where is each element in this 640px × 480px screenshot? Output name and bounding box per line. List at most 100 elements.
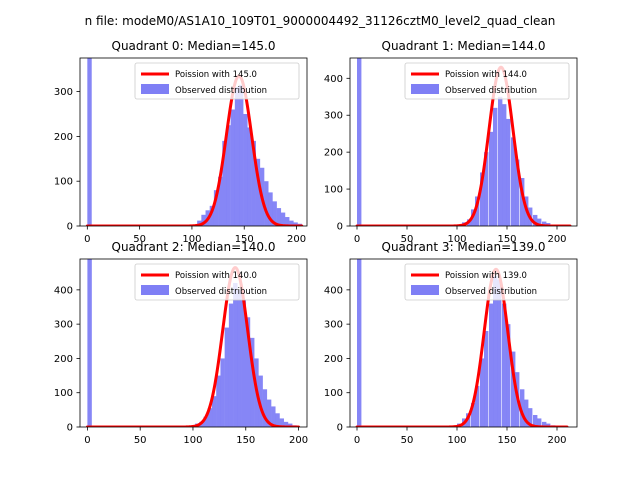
legend-label-fit: Poission with 144.0 bbox=[445, 70, 527, 80]
histogram-bar bbox=[506, 324, 511, 427]
histogram-bar bbox=[241, 300, 246, 427]
histogram-bar bbox=[247, 127, 252, 226]
x-tick-label: 200 bbox=[547, 435, 566, 446]
legend-bar-swatch bbox=[141, 285, 169, 295]
x-tick-label: 100 bbox=[447, 435, 466, 446]
axes-frame bbox=[349, 258, 578, 428]
histogram-bar bbox=[203, 416, 208, 427]
histogram-bar bbox=[87, 58, 92, 226]
histogram-bar bbox=[537, 218, 542, 226]
subplot-quadrant-1: 0 100 200 300 400 0 50 100 150 200 Quadrant 1: Med… bbox=[324, 39, 578, 245]
axes-frame bbox=[79, 57, 308, 227]
histogram-bar bbox=[489, 303, 494, 427]
legend-label-observed: Observed distribution bbox=[445, 287, 537, 297]
histogram-bar bbox=[87, 259, 92, 427]
histogram-bar bbox=[480, 172, 485, 226]
y-tick-label: 100 bbox=[54, 388, 73, 399]
histogram-bar bbox=[357, 58, 362, 226]
plot-area bbox=[355, 58, 572, 226]
histogram-bar bbox=[211, 396, 217, 427]
x-tick-label: 150 bbox=[235, 234, 254, 245]
y-tick-label: 100 bbox=[54, 177, 73, 188]
histogram-bar bbox=[489, 131, 494, 226]
legend-box bbox=[404, 62, 570, 100]
histogram-bar bbox=[493, 107, 498, 226]
y-tick-label: 0 bbox=[337, 222, 343, 233]
histogram-bar bbox=[207, 408, 213, 427]
x-tick-label: 50 bbox=[134, 435, 147, 446]
y-tick-label: 200 bbox=[54, 354, 73, 365]
x-tick-label: 0 bbox=[354, 435, 360, 446]
histogram-bar bbox=[511, 137, 516, 226]
x-tick-label: 200 bbox=[547, 234, 566, 245]
legend: Poission with 144.0 Observed distribution bbox=[404, 62, 570, 100]
histogram-bar bbox=[234, 87, 240, 226]
histogram-bar bbox=[255, 158, 261, 226]
histogram-bar bbox=[357, 259, 362, 427]
histogram-bar bbox=[502, 104, 507, 226]
x-tick-label: 0 bbox=[354, 234, 360, 245]
histogram-bar bbox=[239, 84, 244, 226]
histogram-bar bbox=[197, 220, 202, 226]
subplot-title: Quadrant 0: Median=145.0 bbox=[112, 39, 276, 53]
y-tick-label: 400 bbox=[324, 74, 343, 85]
subplot-quadrant-2: 0 100 200 300 400 0 50 100 150 200 Quadrant 2: Med… bbox=[54, 240, 308, 446]
legend-bar-swatch bbox=[411, 84, 439, 94]
histogram-bar bbox=[228, 303, 234, 427]
subplot-title: Quadrant 3: Median=139.0 bbox=[382, 240, 546, 254]
histogram-bar bbox=[484, 152, 489, 226]
x-tick-label: 50 bbox=[401, 234, 414, 245]
legend-box bbox=[404, 263, 570, 301]
histogram-bar bbox=[224, 327, 230, 427]
histogram-bar bbox=[520, 178, 525, 226]
histogram-bar bbox=[542, 221, 547, 226]
histogram-bar bbox=[533, 214, 538, 226]
y-tick-label: 100 bbox=[324, 185, 343, 196]
histogram-bar bbox=[275, 413, 280, 427]
x-tick-label: 200 bbox=[289, 435, 308, 446]
histogram-bar bbox=[533, 415, 538, 427]
histogram-bar bbox=[268, 192, 273, 226]
histogram-bar bbox=[216, 375, 221, 427]
x-tick-label: 100 bbox=[182, 234, 201, 245]
histogram-bar bbox=[497, 279, 502, 427]
y-tick-label: 300 bbox=[324, 320, 343, 331]
x-tick-label: 150 bbox=[497, 234, 516, 245]
plot-area bbox=[355, 259, 569, 427]
poisson-fit-line bbox=[355, 65, 572, 226]
legend-label-observed: Observed distribution bbox=[445, 86, 537, 96]
x-tick-label: 0 bbox=[84, 435, 90, 446]
histogram-bar bbox=[243, 114, 248, 226]
histogram-bar bbox=[511, 351, 516, 427]
x-tick-label: 150 bbox=[236, 435, 255, 446]
y-tick-label: 100 bbox=[324, 388, 343, 399]
poisson-fit-line bbox=[355, 267, 569, 427]
histogram-bar bbox=[520, 389, 525, 427]
legend: Poission with 139.0 Observed distribution bbox=[404, 263, 570, 301]
x-tick-label: 50 bbox=[133, 234, 146, 245]
histogram-bar bbox=[222, 140, 227, 226]
histogram-bar bbox=[213, 190, 219, 226]
y-tick-label: 200 bbox=[324, 354, 343, 365]
plot-area bbox=[85, 259, 301, 427]
legend-label-fit: Poission with 145.0 bbox=[175, 70, 257, 80]
legend: Poission with 145.0 Observed distribution bbox=[134, 62, 300, 100]
histogram-bar bbox=[280, 212, 286, 226]
y-tick-label: 400 bbox=[54, 285, 73, 296]
histogram-bar bbox=[230, 109, 236, 226]
histogram-bar bbox=[279, 418, 284, 427]
axes-frame bbox=[349, 57, 578, 227]
histogram-bar bbox=[480, 358, 485, 427]
histogram-bar bbox=[266, 399, 272, 427]
histogram-bar bbox=[249, 337, 255, 427]
histogram-bar bbox=[272, 201, 277, 226]
legend: Poission with 140.0 Observed distribution bbox=[134, 263, 300, 301]
histogram-bar bbox=[498, 96, 503, 226]
histogram-bar bbox=[283, 421, 289, 427]
histogram-bar bbox=[264, 181, 269, 226]
histogram-bar bbox=[542, 421, 547, 427]
histogram-bar bbox=[289, 220, 294, 226]
figure-suptitle: n file: modeM0/AS1A10_109T01_9000004492_… bbox=[85, 14, 556, 28]
histogram-bar bbox=[209, 205, 215, 226]
legend-label-observed: Observed distribution bbox=[175, 287, 267, 297]
